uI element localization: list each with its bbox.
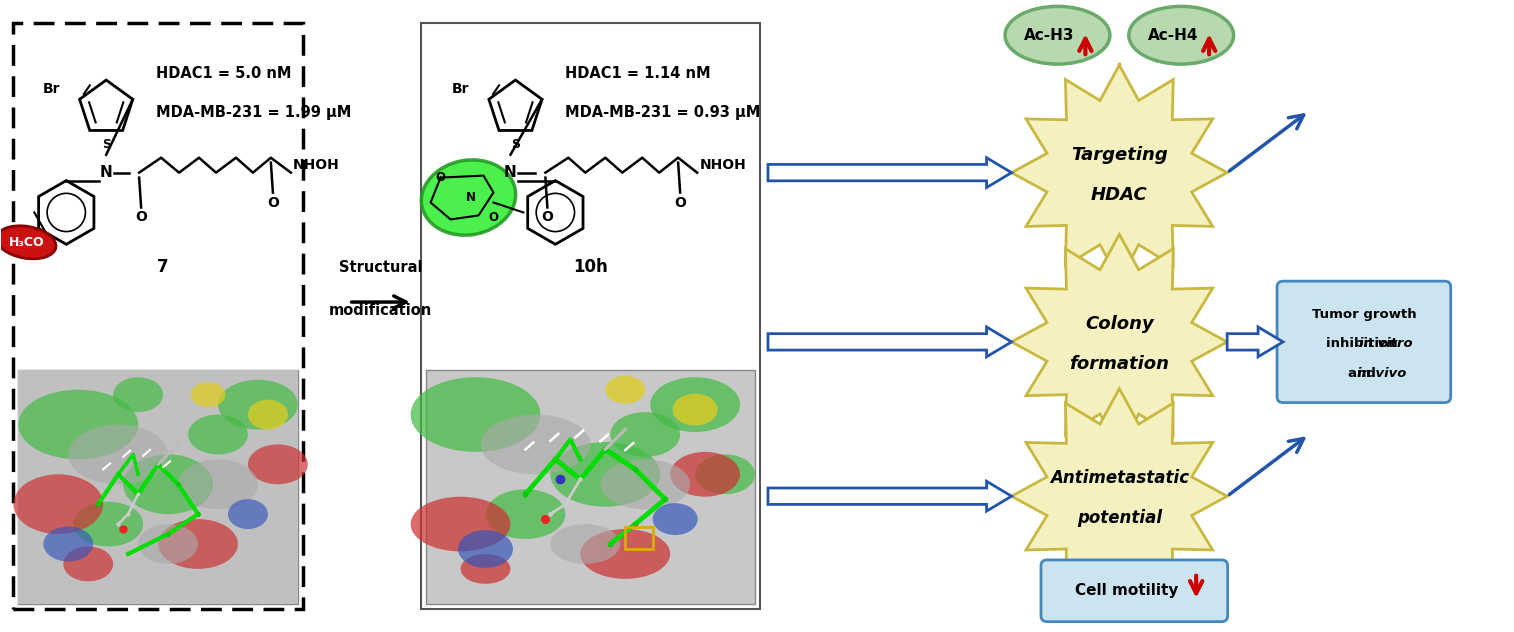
Ellipse shape — [114, 377, 164, 412]
Text: N: N — [504, 165, 516, 180]
Text: formation: formation — [1069, 355, 1169, 373]
Text: 10h: 10h — [572, 258, 607, 276]
FancyBboxPatch shape — [1276, 281, 1450, 403]
Polygon shape — [768, 482, 1011, 511]
Text: Ac-H3: Ac-H3 — [1023, 28, 1075, 43]
Text: S: S — [101, 138, 111, 151]
Ellipse shape — [64, 547, 114, 581]
Ellipse shape — [672, 394, 718, 425]
FancyBboxPatch shape — [425, 370, 755, 604]
Text: N: N — [465, 191, 475, 204]
Text: HDAC: HDAC — [1092, 186, 1148, 204]
Ellipse shape — [480, 415, 590, 474]
Ellipse shape — [695, 454, 755, 494]
Ellipse shape — [14, 474, 103, 534]
Ellipse shape — [44, 526, 94, 561]
Text: potential: potential — [1076, 509, 1161, 527]
Polygon shape — [1011, 234, 1228, 449]
FancyBboxPatch shape — [1042, 560, 1228, 622]
Ellipse shape — [610, 412, 680, 457]
Ellipse shape — [606, 376, 645, 404]
Text: Antimetastatic: Antimetastatic — [1049, 470, 1188, 487]
Text: N: N — [100, 165, 112, 180]
Text: O: O — [674, 195, 686, 210]
Polygon shape — [1228, 327, 1282, 357]
Ellipse shape — [650, 377, 740, 432]
Text: HDAC1 = 1.14 nM: HDAC1 = 1.14 nM — [565, 66, 712, 80]
Text: O: O — [436, 171, 445, 184]
Text: in vivo: in vivo — [1357, 367, 1407, 380]
FancyBboxPatch shape — [421, 23, 760, 609]
Ellipse shape — [460, 554, 510, 584]
Text: modification: modification — [329, 303, 433, 317]
Text: inhibition: inhibition — [1326, 337, 1402, 350]
Text: in vitro: in vitro — [1360, 337, 1413, 350]
Ellipse shape — [1005, 6, 1110, 64]
Polygon shape — [1011, 65, 1228, 280]
FancyBboxPatch shape — [18, 370, 298, 604]
Polygon shape — [768, 327, 1011, 357]
Text: Br: Br — [453, 82, 469, 96]
Ellipse shape — [421, 160, 516, 235]
Text: Tumor growth: Tumor growth — [1311, 308, 1416, 320]
Ellipse shape — [188, 415, 248, 454]
Text: O: O — [266, 195, 279, 210]
Ellipse shape — [138, 524, 198, 564]
Ellipse shape — [600, 459, 690, 509]
Ellipse shape — [0, 226, 56, 259]
Ellipse shape — [551, 524, 621, 564]
Ellipse shape — [671, 452, 740, 497]
Ellipse shape — [580, 529, 671, 579]
Ellipse shape — [1129, 6, 1234, 64]
Text: H₃CO: H₃CO — [9, 236, 44, 249]
Text: NHOH: NHOH — [699, 157, 746, 172]
Text: O: O — [489, 211, 498, 224]
Ellipse shape — [653, 503, 698, 535]
Text: Ac-H4: Ac-H4 — [1148, 28, 1199, 43]
Polygon shape — [1011, 389, 1228, 604]
Ellipse shape — [123, 454, 213, 514]
Ellipse shape — [18, 390, 138, 459]
Text: Structural: Structural — [339, 260, 422, 275]
Text: NHOH: NHOH — [292, 157, 339, 172]
Text: Br: Br — [42, 82, 61, 96]
Text: HDAC1 = 5.0 nM: HDAC1 = 5.0 nM — [156, 66, 292, 80]
Ellipse shape — [410, 377, 540, 452]
Ellipse shape — [486, 489, 565, 539]
Ellipse shape — [73, 502, 144, 547]
Text: MDA-MB-231 = 0.93 μM: MDA-MB-231 = 0.93 μM — [565, 106, 760, 121]
Text: and: and — [1347, 367, 1381, 380]
Polygon shape — [768, 158, 1011, 188]
Ellipse shape — [410, 497, 510, 552]
Text: MDA-MB-231 = 1.99 μM: MDA-MB-231 = 1.99 μM — [156, 106, 351, 121]
Text: S: S — [510, 138, 519, 151]
Text: O: O — [135, 210, 147, 224]
Ellipse shape — [229, 499, 268, 529]
Ellipse shape — [157, 519, 238, 569]
FancyBboxPatch shape — [18, 370, 298, 604]
Ellipse shape — [248, 399, 288, 430]
Ellipse shape — [68, 425, 168, 484]
Ellipse shape — [179, 459, 257, 509]
Ellipse shape — [191, 382, 226, 407]
Text: Targeting: Targeting — [1070, 146, 1167, 164]
Text: O: O — [542, 210, 553, 224]
Text: 7: 7 — [157, 258, 170, 276]
Ellipse shape — [551, 442, 660, 507]
Ellipse shape — [248, 444, 307, 484]
Text: Cell motility: Cell motility — [1075, 583, 1178, 599]
Text: Colony: Colony — [1086, 315, 1154, 333]
Ellipse shape — [459, 530, 513, 568]
Ellipse shape — [218, 380, 298, 430]
FancyBboxPatch shape — [14, 23, 303, 609]
